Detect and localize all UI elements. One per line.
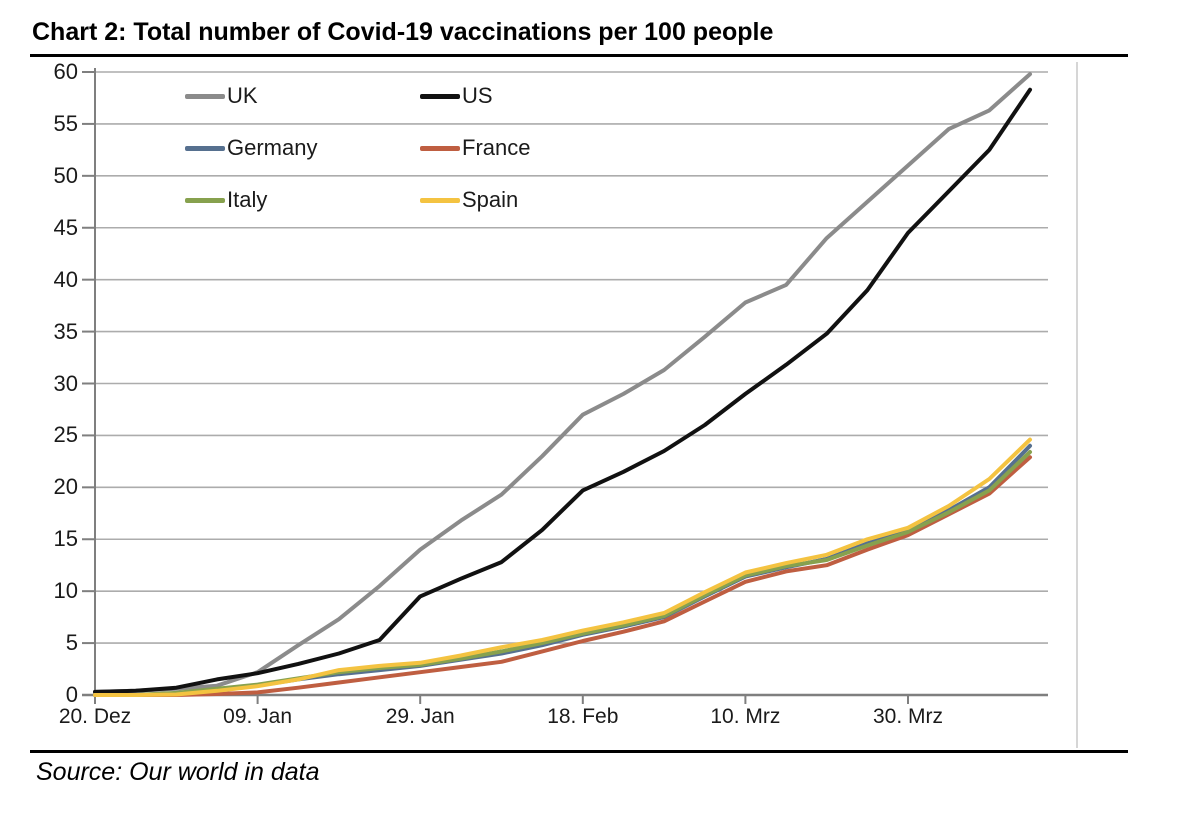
footer-rule [30, 750, 1128, 753]
source-note: Source: Our world in data [36, 758, 320, 786]
y-axis-tick-label-20: 20 [53, 474, 78, 500]
legend-item-italy: Italy [185, 188, 267, 212]
legend-label-uk: UK [227, 83, 258, 108]
legend-item-spain: Spain [420, 188, 518, 212]
series-line-france [93, 455, 1032, 697]
legend-label-italy: Italy [227, 187, 268, 212]
legend-label-us: US [462, 83, 493, 108]
x-axis-tick-label-5: 10. Mrz [710, 705, 781, 728]
legend-swatch-uk [185, 93, 225, 99]
legend-label-france: France [462, 135, 531, 160]
legend-swatch-germany [185, 145, 225, 151]
legend-swatch-italy [185, 197, 225, 203]
series-line-italy [93, 450, 1032, 697]
legend-item-germany: Germany [185, 136, 317, 160]
y-axis-tick-label-30: 30 [53, 370, 78, 396]
title-underline [30, 54, 1128, 57]
legend-swatch-spain [420, 197, 460, 203]
y-axis-tick-label-25: 25 [53, 422, 78, 448]
chart-right-border [1076, 62, 1078, 748]
x-axis-tick-label-6: 30. Mrz [872, 705, 943, 728]
series-line-germany [93, 443, 1032, 697]
y-axis-tick-label-15: 15 [53, 526, 78, 552]
y-axis-tick-label-45: 45 [53, 214, 78, 240]
y-axis-tick-label-0: 0 [65, 682, 78, 707]
legend-item-us: US [420, 84, 493, 108]
series-line-us [93, 87, 1032, 694]
y-axis-tick-label-35: 35 [53, 318, 78, 344]
x-axis-tick-label-3: 29. Jan [385, 705, 455, 728]
y-axis-tick-label-10: 10 [53, 578, 78, 604]
y-axis-tick-label-40: 40 [53, 266, 78, 292]
y-axis-tick-label-5: 5 [65, 630, 78, 656]
chart-title: Chart 2: Total number of Covid-19 vaccin… [32, 18, 774, 46]
x-axis-tick-label-1: 20. Dez [58, 705, 132, 728]
x-axis-tick-label-4: 18. Feb [547, 705, 619, 728]
x-axis-tick-label-2: 09. Jan [223, 705, 293, 728]
legend-label-germany: Germany [227, 135, 318, 160]
legend-label-spain: Spain [462, 187, 519, 212]
y-axis-tick-label-55: 55 [53, 110, 78, 136]
y-axis-tick-label-60: 60 [53, 59, 78, 84]
series-line-spain [93, 437, 1032, 697]
legend-swatch-france [420, 145, 460, 151]
legend-item-france: France [420, 136, 530, 160]
legend-swatch-us [420, 93, 460, 99]
y-axis-tick-label-50: 50 [53, 162, 78, 188]
legend-item-uk: UK [185, 84, 258, 108]
